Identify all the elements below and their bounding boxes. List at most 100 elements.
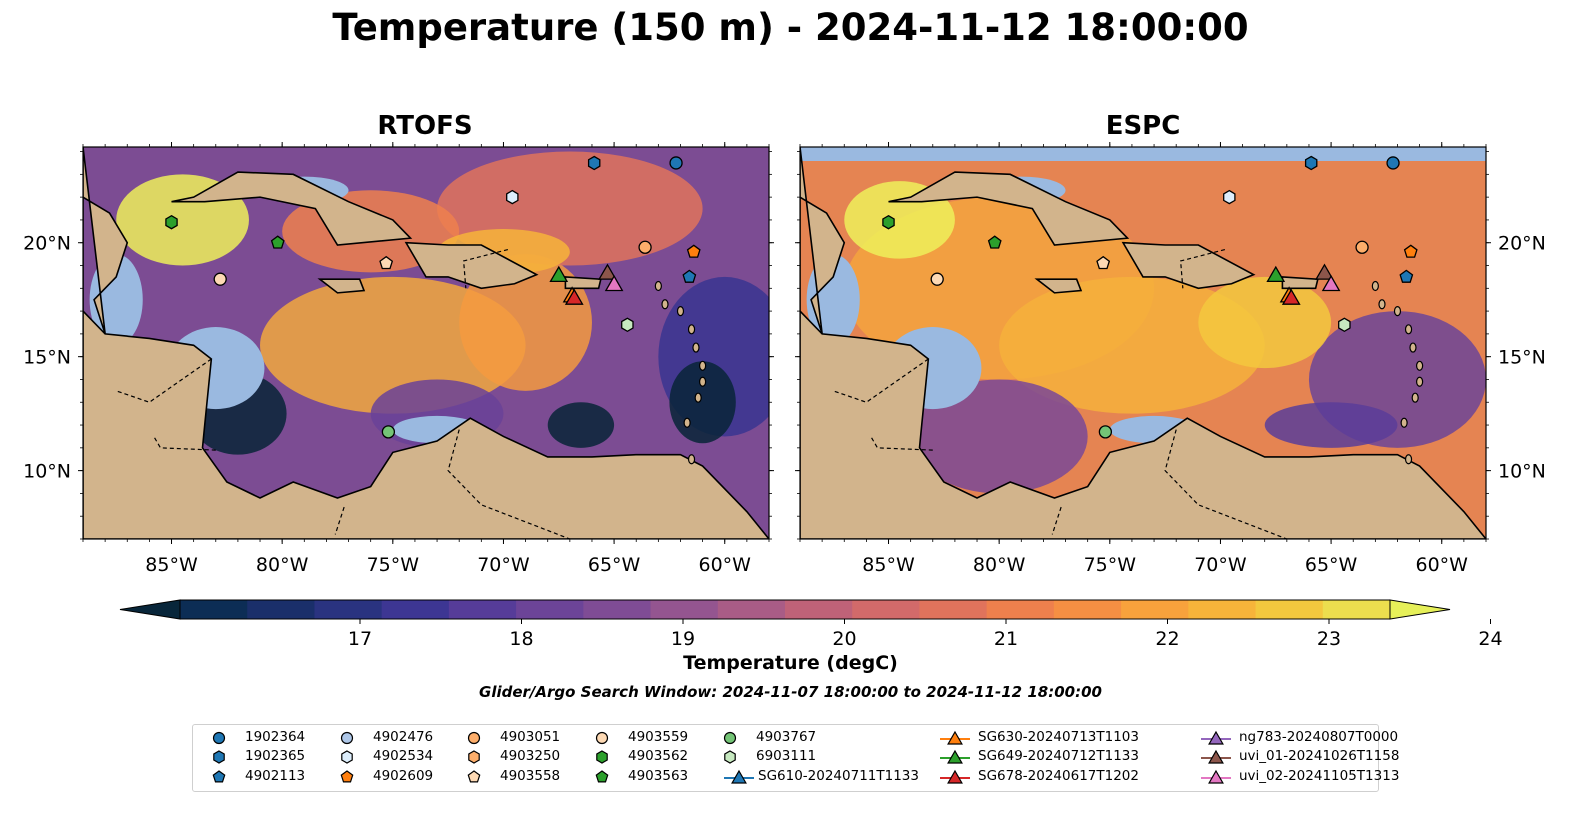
colorbar-tick-label: 24 [1478,628,1502,650]
x-tick-label: 65°W [1305,554,1358,576]
float-marker-4902609 [686,244,701,258]
float-marker-4903051 [1355,240,1369,254]
colorbar-tick-label: 21 [994,628,1018,650]
land-mass [564,276,602,290]
colorbar: 17 18 19 20 21 22 23 24 [119,599,1503,650]
colorbar-segment [717,600,786,619]
float-marker-6903111 [1338,317,1351,333]
float-marker-1902365 [1304,155,1318,171]
search-window-text: Glider/Argo Search Window: 2024-11-07 18… [479,683,1102,701]
x-tick-label: 70°W [1194,554,1247,576]
panel-title-rtofs: RTOFS [377,111,473,141]
colorbar-extend-high [1389,599,1451,620]
colorbar-segment [1322,600,1391,619]
colorbar-segment [448,600,517,619]
colorbar-tick-label: 19 [671,628,695,650]
glider-marker-SG678-20240617T1202 [564,288,584,305]
colorbar-segment [852,600,920,619]
y-tick-label: 15°N [1498,347,1546,369]
colorbar-segment [1255,600,1324,619]
colorbar-tick-label: 17 [348,628,372,650]
colorbar-segment [785,600,853,619]
colorbar-segment [583,600,652,619]
y-tick-label: 15°N [23,347,71,369]
float-marker-4903558 [379,255,394,270]
x-tick-label: 85°W [862,554,915,576]
y-tick-label: 10°N [1498,461,1546,483]
glider-marker-uvi_01-20241026T1158 [1315,263,1334,280]
map-espc: 85°W 80°W 75°W 70°W 65°W 60°W 20°N 15°N 10°N [795,142,1546,576]
float-marker-4903562 [882,214,895,230]
float-marker-1902365 [587,155,601,171]
float-marker-4902113 [1399,269,1414,283]
land-mass [83,147,769,539]
land-mass [317,278,366,294]
x-tick-label: 80°W [256,554,309,576]
colorbar-tick-label: 20 [832,628,856,650]
glider-marker-uvi_01-20241026T1158 [598,263,617,280]
glider-marker-SG678-20240617T1202 [1281,288,1301,305]
colorbar-segment [314,600,383,619]
panel-title-espc: ESPC [1105,111,1181,141]
glider-marker-SG649-20240712T1133 [549,265,569,283]
float-marker-4903558 [1096,255,1111,270]
colorbar-segment [1121,600,1189,619]
float-marker-4903051 [638,240,652,254]
colorbar-label: Temperature (degC) [683,652,898,674]
glider-marker-uvi_02-20241105T1313 [604,274,624,292]
x-tick-label: 70°W [477,554,530,576]
map-rtofs: 85°W 80°W 75°W 70°W 65°W 60°W 20°N 15°N 10°N [23,142,774,576]
float-marker-4903767 [1098,425,1113,439]
colorbar-segment [650,600,719,619]
colorbar-tick-label: 22 [1155,628,1179,650]
land-mass [171,171,413,246]
land-mass [800,147,846,335]
map-panels: 85°W 80°W 75°W 70°W 65°W 60°W20°N15°N10°N85°W… [23,142,1546,576]
land-mass [800,147,1486,539]
colorbar-tick-label: 18 [509,628,533,650]
float-marker-4903767 [381,425,396,439]
colorbar-tick-label: 23 [1317,628,1341,650]
float-marker-4903562 [165,214,178,230]
land-mass [404,241,539,290]
colorbar-segment [1188,600,1257,619]
float-marker-4903559 [930,272,944,286]
x-tick-label: 60°W [699,554,752,576]
colorbar-segment [1053,600,1122,619]
glider-marker-uvi_02-20241105T1313 [1321,274,1341,292]
float-marker-1902364 [669,156,683,170]
float-marker-4902534 [506,189,519,205]
colorbar-segment [919,600,988,619]
float-marker-1902364 [1386,156,1400,170]
x-tick-label: 65°W [588,554,641,576]
float-marker-4903559 [213,272,227,286]
colorbar-segment [247,600,315,619]
land-mass [1121,241,1256,290]
float-marker-6903111 [621,317,634,333]
colorbar-segment [516,600,584,619]
glider-marker-SG649-20240712T1133 [1266,265,1286,283]
colorbar-segment [381,600,450,619]
y-tick-label: 10°N [23,461,71,483]
legend: 1902364 1902365 4902113 4902476 4902534 49026… [192,724,1399,792]
land-mass [888,171,1130,246]
float-marker-4903563 [270,235,285,249]
float-marker-4903563 [987,235,1002,249]
x-tick-label: 85°W [145,554,198,576]
x-tick-label: 80°W [973,554,1026,576]
main-title: Temperature (150 m) - 2024-11-12 18:00:0… [332,6,1249,49]
y-tick-label: 20°N [1498,233,1546,255]
land-mass [1034,278,1083,294]
land-mass [83,147,129,335]
float-marker-4902113 [682,269,697,283]
land-mass [1281,276,1319,290]
colorbar-segment [180,600,248,619]
x-tick-label: 75°W [367,554,420,576]
float-marker-4902534 [1223,189,1236,205]
float-marker-4902609 [1403,244,1418,258]
x-tick-label: 75°W [1084,554,1137,576]
y-tick-label: 20°N [23,233,71,255]
x-tick-label: 60°W [1416,554,1469,576]
colorbar-segment [986,600,1055,619]
colorbar-extend-low [119,599,181,620]
